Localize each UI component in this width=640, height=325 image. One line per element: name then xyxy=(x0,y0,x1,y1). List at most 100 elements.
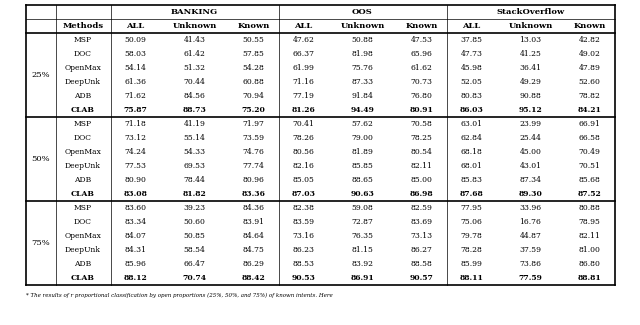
Text: 61.36: 61.36 xyxy=(125,78,147,86)
Text: 52.60: 52.60 xyxy=(579,78,600,86)
Text: 25.44: 25.44 xyxy=(520,134,541,142)
Text: 54.33: 54.33 xyxy=(184,148,205,156)
Text: 49.02: 49.02 xyxy=(579,50,600,58)
Text: Known: Known xyxy=(237,22,269,30)
Text: 86.29: 86.29 xyxy=(243,260,264,268)
Text: 37.59: 37.59 xyxy=(520,246,541,254)
Text: 61.99: 61.99 xyxy=(292,64,314,72)
Text: 82.11: 82.11 xyxy=(579,232,600,240)
Text: ADB: ADB xyxy=(74,260,92,268)
Text: ALL: ALL xyxy=(462,22,481,30)
Text: 78.28: 78.28 xyxy=(461,246,483,254)
Text: 70.51: 70.51 xyxy=(579,162,600,170)
Text: DOC: DOC xyxy=(74,134,92,142)
Text: DOC: DOC xyxy=(74,50,92,58)
Text: 90.88: 90.88 xyxy=(520,92,541,100)
Text: CLAB: CLAB xyxy=(71,190,95,198)
Text: 51.32: 51.32 xyxy=(184,64,205,72)
Text: 75.87: 75.87 xyxy=(124,106,147,114)
Text: 90.63: 90.63 xyxy=(351,190,374,198)
Text: 39.23: 39.23 xyxy=(184,204,205,212)
Text: 85.68: 85.68 xyxy=(579,176,600,184)
Text: 45.00: 45.00 xyxy=(520,148,541,156)
Text: 41.19: 41.19 xyxy=(184,120,205,128)
Text: 88.12: 88.12 xyxy=(124,274,147,282)
Text: 63.01: 63.01 xyxy=(461,120,483,128)
Text: 62.84: 62.84 xyxy=(461,134,483,142)
Text: 95.12: 95.12 xyxy=(518,106,542,114)
Text: OpenMax: OpenMax xyxy=(65,148,101,156)
Text: 83.34: 83.34 xyxy=(124,218,147,226)
Text: 83.36: 83.36 xyxy=(241,190,266,198)
Text: 66.47: 66.47 xyxy=(184,260,205,268)
Text: 50.60: 50.60 xyxy=(184,218,205,226)
Text: Unknown: Unknown xyxy=(172,22,217,30)
Text: 70.74: 70.74 xyxy=(182,274,207,282)
Text: 70.94: 70.94 xyxy=(243,92,264,100)
Text: 77.74: 77.74 xyxy=(243,162,264,170)
Text: 84.75: 84.75 xyxy=(243,246,264,254)
Text: 81.15: 81.15 xyxy=(351,246,373,254)
Text: 13.03: 13.03 xyxy=(520,36,541,44)
Text: 81.00: 81.00 xyxy=(579,246,600,254)
Text: 86.91: 86.91 xyxy=(351,274,374,282)
Text: 89.30: 89.30 xyxy=(518,190,543,198)
Text: 83.69: 83.69 xyxy=(410,218,433,226)
Text: 66.58: 66.58 xyxy=(579,134,600,142)
Text: 81.98: 81.98 xyxy=(351,50,373,58)
Text: 57.62: 57.62 xyxy=(351,120,373,128)
Text: 57.85: 57.85 xyxy=(243,50,264,58)
Text: 81.89: 81.89 xyxy=(351,148,373,156)
Text: ALL: ALL xyxy=(126,22,145,30)
Text: 77.59: 77.59 xyxy=(518,274,543,282)
Text: 87.34: 87.34 xyxy=(520,176,541,184)
Text: OpenMax: OpenMax xyxy=(65,64,101,72)
Text: 71.62: 71.62 xyxy=(125,92,147,100)
Text: Unknown: Unknown xyxy=(340,22,385,30)
Text: Unknown: Unknown xyxy=(508,22,553,30)
Text: 87.52: 87.52 xyxy=(578,190,602,198)
Text: 80.96: 80.96 xyxy=(243,176,264,184)
Text: 54.28: 54.28 xyxy=(243,64,264,72)
Text: 80.56: 80.56 xyxy=(292,148,314,156)
Text: 71.97: 71.97 xyxy=(243,120,264,128)
Text: 73.13: 73.13 xyxy=(410,232,433,240)
Text: 82.16: 82.16 xyxy=(292,162,314,170)
Text: 59.08: 59.08 xyxy=(351,204,373,212)
Text: 88.53: 88.53 xyxy=(292,260,314,268)
Text: 68.18: 68.18 xyxy=(461,148,483,156)
Text: 66.91: 66.91 xyxy=(579,120,600,128)
Text: 80.54: 80.54 xyxy=(411,148,433,156)
Text: DOC: DOC xyxy=(74,218,92,226)
Text: 90.53: 90.53 xyxy=(292,274,316,282)
Text: 71.16: 71.16 xyxy=(292,78,314,86)
Text: 88.58: 88.58 xyxy=(411,260,433,268)
Text: 42.82: 42.82 xyxy=(579,36,600,44)
Text: 70.49: 70.49 xyxy=(579,148,600,156)
Text: 47.89: 47.89 xyxy=(579,64,600,72)
Text: 88.42: 88.42 xyxy=(242,274,266,282)
Text: DeepUnk: DeepUnk xyxy=(65,162,101,170)
Text: 73.86: 73.86 xyxy=(520,260,541,268)
Text: 61.62: 61.62 xyxy=(411,64,433,72)
Text: 76.80: 76.80 xyxy=(411,92,433,100)
Text: 83.92: 83.92 xyxy=(351,260,374,268)
Text: 87.33: 87.33 xyxy=(351,78,374,86)
Text: 33.96: 33.96 xyxy=(520,204,541,212)
Text: Methods: Methods xyxy=(63,22,104,30)
Text: 85.96: 85.96 xyxy=(125,260,147,268)
Text: 71.18: 71.18 xyxy=(125,120,147,128)
Text: 86.03: 86.03 xyxy=(460,106,483,114)
Text: 80.83: 80.83 xyxy=(461,92,483,100)
Text: 75.76: 75.76 xyxy=(351,64,373,72)
Text: 41.43: 41.43 xyxy=(184,36,205,44)
Text: 84.07: 84.07 xyxy=(125,232,147,240)
Text: OpenMax: OpenMax xyxy=(65,232,101,240)
Text: 82.38: 82.38 xyxy=(292,204,314,212)
Text: 25%: 25% xyxy=(31,71,50,79)
Text: 88.73: 88.73 xyxy=(182,106,207,114)
Text: 78.95: 78.95 xyxy=(579,218,600,226)
Text: 73.12: 73.12 xyxy=(125,134,147,142)
Text: 50%: 50% xyxy=(31,155,50,163)
Text: 60.88: 60.88 xyxy=(243,78,264,86)
